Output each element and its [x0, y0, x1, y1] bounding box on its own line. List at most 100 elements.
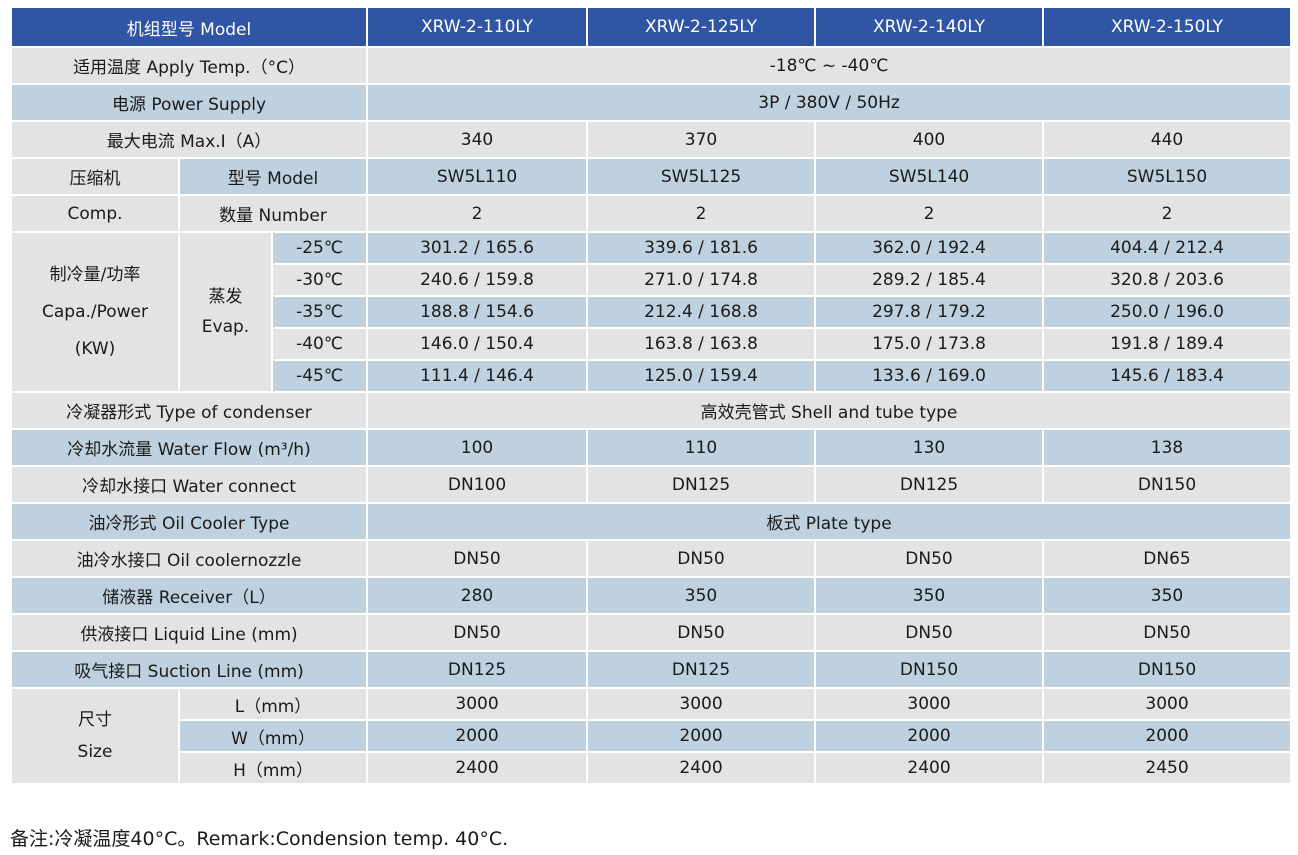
cell: 250.0 / 196.0	[1042, 295, 1293, 329]
cell: 297.8 / 179.2	[814, 295, 1045, 329]
row-label: 吸气接口 Suction Line (mm)	[9, 650, 369, 689]
cell: 2	[586, 194, 817, 233]
size-row: H（mm） 2400 2400 2400 2450	[11, 751, 1293, 785]
evap-label-en: Evap.	[201, 317, 250, 337]
cell: DN100	[366, 465, 589, 504]
water-flow-row: 冷却水流量 Water Flow (m³/h) 100 110 130 138	[9, 428, 1293, 467]
cell: 175.0 / 173.8	[814, 327, 1045, 361]
row-label: 型号 Model	[177, 157, 369, 196]
capacity-label: 制冷量/功率 Capa./Power (KW)	[10, 231, 180, 393]
header-row: 机组型号 Model XRW-2-110LY XRW-2-125LY XRW-2…	[9, 6, 1293, 48]
cell: DN50	[814, 613, 1045, 652]
cell: 188.8 / 154.6	[366, 295, 589, 329]
row-label: 适用温度 Apply Temp.（°C）	[9, 46, 369, 85]
cell: 2400	[366, 751, 589, 785]
cell: DN150	[1042, 465, 1293, 504]
cell: 2	[1042, 194, 1293, 233]
row-label: 储液器 Receiver（L）	[9, 576, 369, 615]
cell: 362.0 / 192.4	[814, 231, 1045, 265]
size-row: 尺寸 Size L（mm） 3000 3000 3000 3000	[10, 687, 1293, 785]
model-header: XRW-2-140LY	[814, 6, 1045, 48]
capacity-row: 制冷量/功率 Capa./Power (KW) 蒸发 Evap. -25℃ 30…	[10, 231, 1293, 393]
capacity-label-2: Capa./Power	[41, 301, 149, 322]
cell: 110	[586, 428, 817, 467]
row-label: 数量 Number	[177, 194, 369, 233]
cell: 440	[1042, 120, 1293, 159]
water-connect-row: 冷却水接口 Water connect DN100 DN125 DN125 DN…	[9, 465, 1293, 504]
cell: DN50	[366, 539, 589, 578]
size-label-cn: 尺寸	[78, 710, 112, 730]
cell: 2000	[814, 719, 1045, 753]
cell: 350	[1042, 576, 1293, 615]
row-value: -18℃ ~ -40℃	[366, 46, 1293, 85]
cell: 130	[814, 428, 1045, 467]
model-header: XRW-2-125LY	[586, 6, 817, 48]
cell: 3000	[1042, 687, 1293, 721]
size-label-en: Size	[77, 742, 113, 762]
cell: 2000	[1042, 719, 1293, 753]
cell: 404.4 / 212.4	[1042, 231, 1293, 265]
cell: DN50	[1042, 613, 1293, 652]
row-label: 冷却水接口 Water connect	[9, 465, 369, 504]
capacity-label-3: (KW)	[74, 338, 116, 359]
evap-temp: -25℃	[270, 231, 369, 265]
evap-temp: -40℃	[270, 327, 369, 361]
row-label: 最大电流 Max.I（A）	[9, 120, 369, 159]
cell: 240.6 / 159.8	[366, 263, 589, 297]
cell: 2	[814, 194, 1045, 233]
evap-label: 蒸发 Evap.	[178, 231, 273, 393]
suction-line-row: 吸气接口 Suction Line (mm) DN125 DN125 DN150…	[9, 650, 1293, 689]
row-value: 板式 Plate type	[366, 502, 1293, 541]
cell: 133.6 / 169.0	[814, 359, 1045, 393]
row-value: 3P / 380V / 50Hz	[366, 83, 1293, 122]
model-header: XRW-2-110LY	[366, 6, 589, 48]
cell: DN125	[366, 650, 589, 689]
compressor-number-row: Comp. 数量 Number 2 2 2 2	[10, 194, 1293, 233]
evap-temp: -30℃	[270, 263, 369, 297]
cell: SW5L150	[1042, 157, 1293, 196]
row-label: H（mm）	[177, 751, 369, 785]
row-label: 油冷形式 Oil Cooler Type	[9, 502, 369, 541]
row-label: W（mm）	[177, 719, 369, 753]
cell: SW5L125	[586, 157, 817, 196]
receiver-row: 储液器 Receiver（L） 280 350 350 350	[9, 576, 1293, 615]
cell: 138	[1042, 428, 1293, 467]
capacity-label-1: 制冷量/功率	[49, 264, 141, 285]
row-label: 冷却水流量 Water Flow (m³/h)	[9, 428, 369, 467]
cell: 370	[586, 120, 817, 159]
cell: DN150	[1042, 650, 1293, 689]
cell: 2000	[586, 719, 817, 753]
cell: DN50	[366, 613, 589, 652]
cell: 3000	[586, 687, 817, 721]
cell: 2400	[586, 751, 817, 785]
remark-note: 备注:冷凝温度40°C。Remark:Condension temp. 40°C…	[10, 828, 509, 850]
cell: 2450	[1042, 751, 1293, 785]
row-label: L（mm）	[177, 687, 369, 721]
cell: 145.6 / 183.4	[1042, 359, 1293, 393]
size-row: W（mm） 2000 2000 2000 2000	[11, 719, 1293, 753]
size-label: 尺寸 Size	[10, 687, 180, 785]
evap-temp: -35℃	[270, 295, 369, 329]
compressor-label-en: Comp.	[10, 194, 180, 233]
cell: DN125	[586, 465, 817, 504]
cell: 289.2 / 185.4	[814, 263, 1045, 297]
cell: 400	[814, 120, 1045, 159]
cell: DN65	[1042, 539, 1293, 578]
cell: 339.6 / 181.6	[586, 231, 817, 265]
oil-nozzle-row: 油冷水接口 Oil coolernozzle DN50 DN50 DN50 DN…	[9, 539, 1293, 578]
cell: 3000	[814, 687, 1045, 721]
row-label: 冷凝器形式 Type of condenser	[9, 391, 369, 430]
spec-table: 机组型号 Model XRW-2-110LY XRW-2-125LY XRW-2…	[9, 6, 1293, 785]
compressor-model-row: 压缩机 型号 Model SW5L110 SW5L125 SW5L140 SW5…	[10, 157, 1293, 196]
cell: 212.4 / 168.8	[586, 295, 817, 329]
cell: 2000	[366, 719, 589, 753]
cell: DN50	[586, 539, 817, 578]
cell: 301.2 / 165.6	[366, 231, 589, 265]
apply-temp-row: 适用温度 Apply Temp.（°C） -18℃ ~ -40℃	[9, 46, 1293, 85]
cell: 350	[814, 576, 1045, 615]
cell: DN150	[814, 650, 1045, 689]
cell: 111.4 / 146.4	[366, 359, 589, 393]
power-supply-row: 电源 Power Supply 3P / 380V / 50Hz	[9, 83, 1293, 122]
cell: 100	[366, 428, 589, 467]
cell: DN125	[814, 465, 1045, 504]
